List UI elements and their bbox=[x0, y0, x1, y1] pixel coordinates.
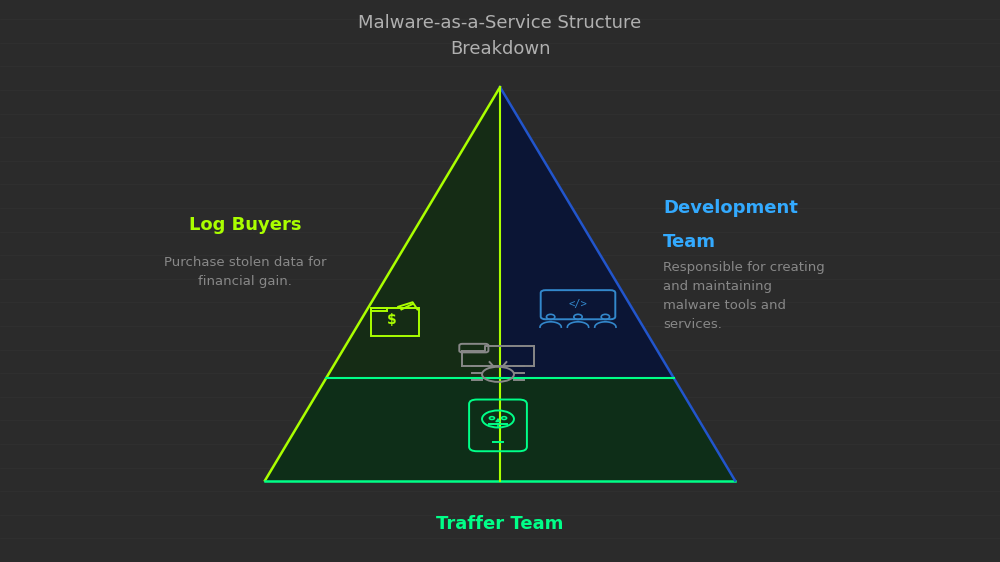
Text: Responsible for creating
and maintaining
malware tools and
services.: Responsible for creating and maintaining… bbox=[663, 261, 825, 332]
Polygon shape bbox=[500, 87, 735, 481]
Text: $: $ bbox=[387, 313, 397, 327]
Text: Traffer Team: Traffer Team bbox=[436, 515, 564, 533]
Text: Malware-as-a-Service Structure
Breakdown: Malware-as-a-Service Structure Breakdown bbox=[358, 14, 642, 58]
Text: Team: Team bbox=[663, 233, 716, 251]
Text: Purchase stolen data for
financial gain.: Purchase stolen data for financial gain. bbox=[164, 256, 326, 288]
Text: </>: </> bbox=[569, 298, 587, 309]
Text: Development: Development bbox=[663, 199, 798, 217]
Text: Log Buyers: Log Buyers bbox=[189, 216, 301, 234]
Polygon shape bbox=[265, 87, 500, 481]
Polygon shape bbox=[265, 378, 735, 481]
